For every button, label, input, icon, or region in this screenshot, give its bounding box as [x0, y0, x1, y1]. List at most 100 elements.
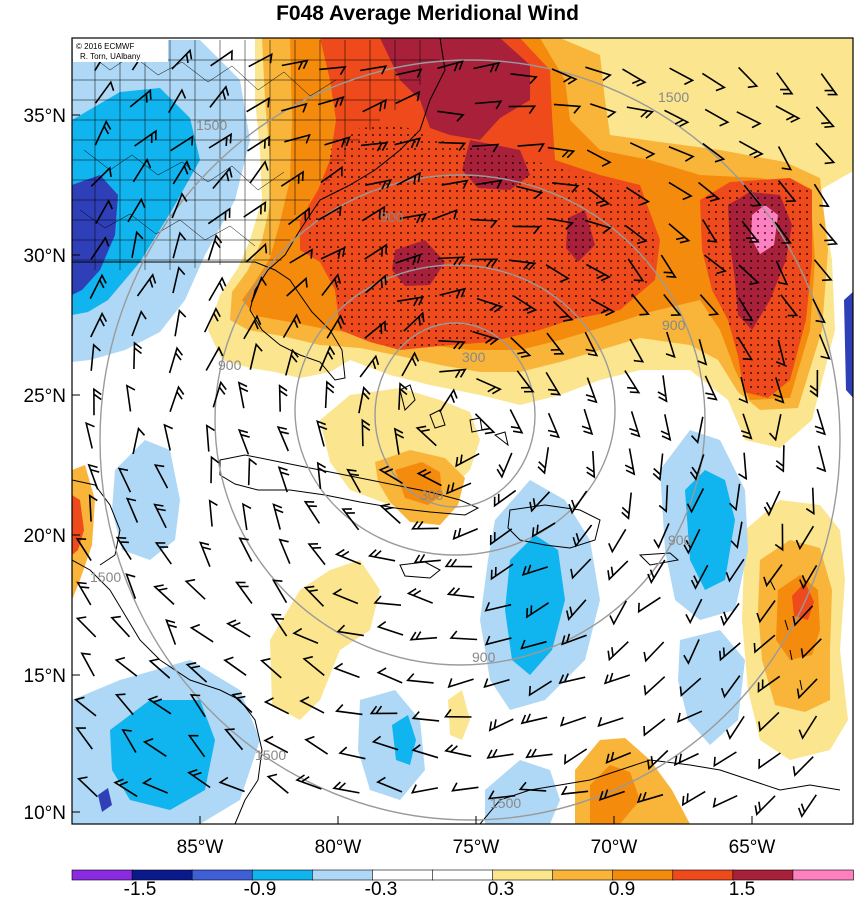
wind-barb	[736, 111, 762, 129]
wind-barb	[568, 490, 588, 515]
wind-barb	[730, 521, 743, 549]
wind-barb	[289, 248, 313, 264]
bahamas-outline	[399, 384, 509, 447]
colorbar-labels: -1.5 -0.9 -0.3 0.3 0.9 1.5	[124, 879, 756, 900]
wind-barb	[208, 132, 233, 149]
wind-barb	[738, 264, 760, 286]
wind-barb	[520, 639, 547, 650]
wind-barb	[292, 627, 319, 645]
contour-label: 900	[380, 209, 404, 225]
wind-barb	[85, 421, 95, 449]
wind-barb	[691, 416, 704, 444]
wind-barb	[444, 558, 473, 568]
wind-barb	[484, 601, 512, 612]
wind-barb	[657, 375, 668, 403]
wind-barb	[237, 428, 250, 455]
wind-barb	[318, 345, 336, 372]
wind-barb	[393, 427, 405, 455]
longitude-axis: 85°W 80°W 75°W 70°W 65°W	[177, 816, 775, 858]
wind-barb	[249, 160, 269, 184]
colorbar-label: 0.3	[488, 879, 514, 900]
wind-barb	[754, 795, 776, 816]
wind-barb	[132, 157, 152, 183]
wind-barb	[720, 675, 741, 699]
wind-barb	[526, 602, 550, 619]
wind-barb	[452, 527, 479, 541]
wind-barb	[168, 88, 187, 114]
contour-label: 1500	[658, 89, 689, 105]
wind-barb	[587, 187, 611, 208]
wind-barb	[725, 558, 745, 583]
contour-label: 900	[472, 649, 496, 665]
central-mid-blue-region	[505, 535, 565, 675]
wind-barb	[763, 564, 783, 588]
wind-barb	[660, 254, 677, 279]
wind-barb	[250, 276, 267, 303]
wind-barb	[209, 85, 230, 108]
wind-barb	[690, 564, 709, 590]
wind-barb	[395, 90, 421, 105]
contour-label: 900	[662, 317, 686, 333]
wind-barb	[702, 142, 726, 163]
wind-barb	[800, 638, 822, 659]
wind-barb	[280, 170, 304, 187]
wind-barb	[626, 106, 655, 119]
east-light-blue-band	[678, 630, 745, 745]
wind-barb	[243, 314, 262, 340]
lat-label-15n: 15°N	[24, 666, 66, 687]
wind-barb	[163, 423, 174, 451]
wind-barb	[757, 675, 781, 693]
wind-barb	[90, 236, 110, 260]
wind-barb	[474, 100, 503, 110]
wind-barb	[247, 457, 258, 486]
contour-label: 900	[668, 532, 692, 548]
wind-barb	[431, 208, 458, 221]
south-yellow-region	[270, 560, 380, 720]
wind-barb	[281, 59, 309, 71]
wind-barb	[338, 746, 366, 760]
wind-barb	[218, 776, 245, 793]
lat-label-25n: 25°N	[24, 386, 66, 407]
wind-barb	[441, 179, 469, 190]
wind-barb	[455, 452, 480, 468]
wind-barb	[321, 273, 342, 296]
wind-barb	[87, 463, 100, 490]
wind-barb	[597, 717, 624, 728]
wind-barb	[127, 197, 146, 223]
wind-barb	[589, 103, 617, 118]
wind-barb	[738, 376, 749, 404]
wind-barb	[586, 149, 612, 167]
wind-barb	[627, 258, 645, 282]
wind-barb	[438, 141, 467, 151]
wind-barb	[545, 371, 562, 396]
colorbar-swatch	[792, 869, 854, 881]
wind-barb	[437, 256, 466, 266]
wind-barb	[451, 782, 479, 792]
wind-barb	[125, 497, 139, 523]
wind-barb	[316, 461, 327, 489]
wind-barb	[607, 560, 629, 581]
credit-line-2: R. Torn, UAlbany	[80, 52, 140, 61]
wind-barb	[775, 260, 789, 286]
wind-barb	[516, 185, 544, 200]
wind-barb	[629, 338, 645, 363]
wind-barb	[364, 274, 387, 294]
wind-barb	[307, 543, 326, 566]
wind-barb	[792, 756, 814, 777]
wind-barb	[697, 181, 721, 202]
wind-barb	[365, 179, 393, 190]
wind-barb	[572, 524, 593, 548]
wind-barb	[813, 183, 830, 208]
wind-barb	[241, 502, 252, 531]
wind-barb	[489, 528, 513, 546]
wind-barb	[621, 492, 632, 521]
wind-barb	[820, 73, 839, 96]
wind-barb	[798, 715, 818, 740]
wind-barb	[753, 634, 776, 654]
wind-barb	[168, 346, 184, 374]
wind-barb	[131, 230, 144, 258]
wind-barb	[248, 52, 273, 68]
wind-barb	[147, 695, 172, 715]
wind-barb	[223, 656, 247, 676]
wind-barb	[490, 563, 514, 581]
